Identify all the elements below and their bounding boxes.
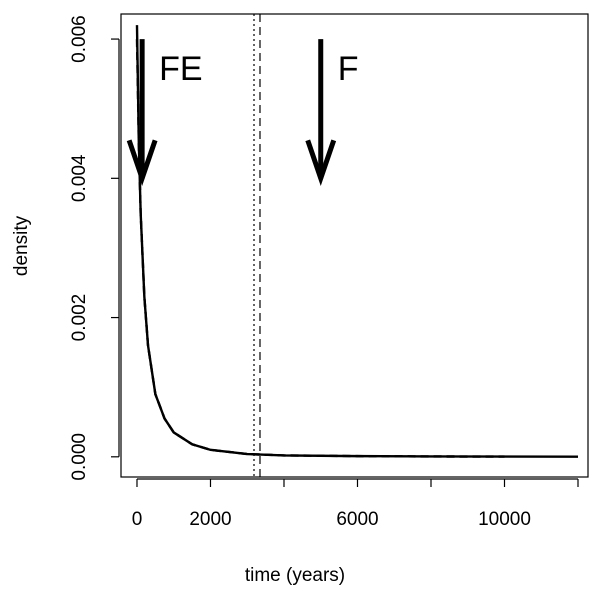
y-axis-label: density (11, 215, 32, 276)
x-tick-label: 0 (132, 509, 143, 530)
arrow-label: FE (159, 50, 202, 88)
x-tick-label: 10000 (478, 509, 531, 530)
density-line (135, 39, 505, 458)
plot-frame (120, 13, 589, 478)
arrow-head (305, 139, 337, 187)
x-tick-label: 2000 (189, 509, 231, 530)
y-tick-label: 0.006 (69, 15, 90, 63)
arrow-head (126, 139, 158, 187)
y-tick-label: 0.000 (69, 433, 90, 481)
y-tick-label: 0.002 (69, 294, 90, 342)
y-tick-label: 0.004 (69, 154, 90, 202)
arrow-label: F (338, 50, 359, 88)
x-axis-label: time (years) (245, 565, 345, 586)
x-tick-label: 6000 (336, 509, 378, 530)
density-line (135, 25, 579, 458)
